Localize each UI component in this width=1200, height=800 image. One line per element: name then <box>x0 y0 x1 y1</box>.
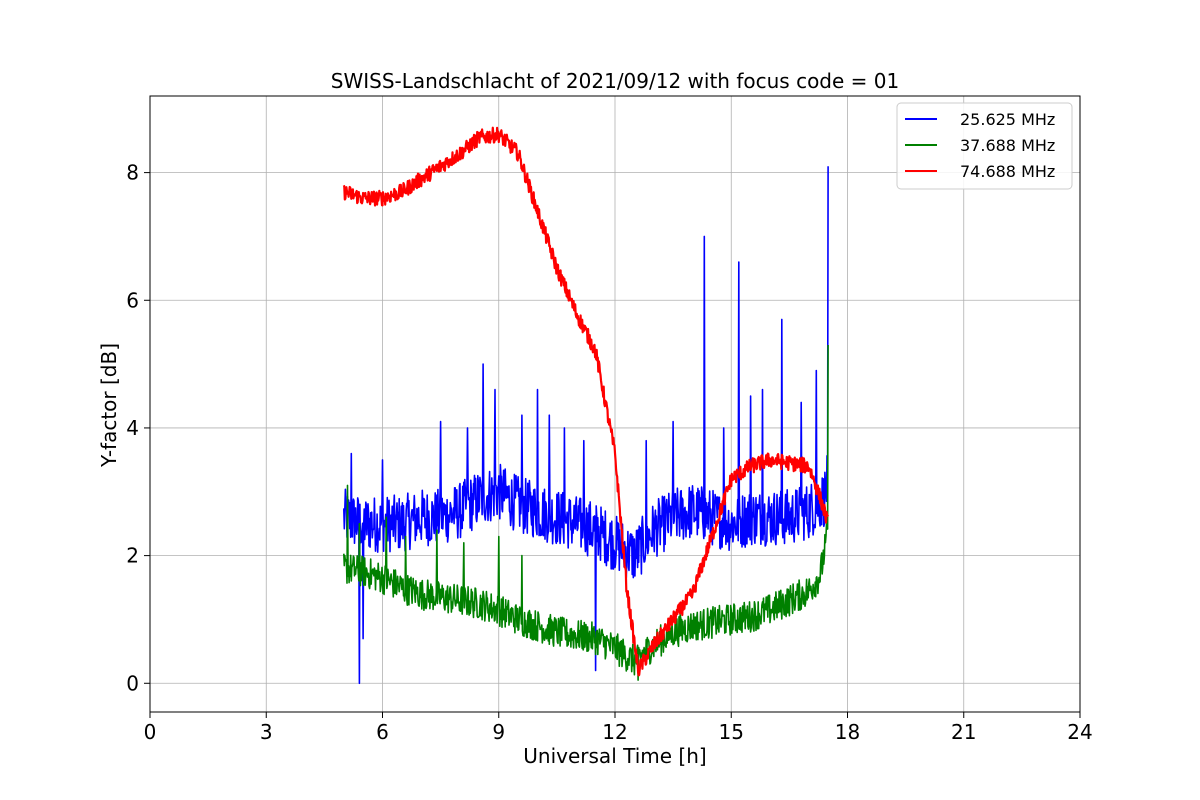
x-tick-label: 18 <box>835 720 860 744</box>
legend-label: 37.688 MHz <box>960 136 1055 155</box>
y-tick-label: 2 <box>126 544 139 568</box>
y-tick-label: 0 <box>126 671 139 695</box>
series-line <box>343 344 829 681</box>
series-layer <box>342 126 830 685</box>
chart-title: SWISS-Landschlacht of 2021/09/12 with fo… <box>331 69 899 93</box>
legend-label: 25.625 MHz <box>960 110 1055 129</box>
y-tick-label: 4 <box>126 416 139 440</box>
x-tick-label: 15 <box>719 720 744 744</box>
x-tick-label: 9 <box>492 720 505 744</box>
x-tick-label: 0 <box>144 720 157 744</box>
x-tick-label: 3 <box>260 720 273 744</box>
x-tick-label: 24 <box>1067 720 1092 744</box>
y-tick-label: 8 <box>126 161 139 185</box>
series-line <box>343 166 829 685</box>
y-tick-label: 6 <box>126 288 139 312</box>
x-tick-label: 6 <box>376 720 389 744</box>
x-axis-label: Universal Time [h] <box>523 744 706 768</box>
legend-box <box>896 102 1073 190</box>
x-tick-label: 21 <box>951 720 976 744</box>
x-tick-label: 12 <box>602 720 627 744</box>
series-line <box>342 126 830 677</box>
legend: 25.625 MHz 37.688 MHz 74.688 MHz <box>896 102 1073 190</box>
legend-label: 74.688 MHz <box>960 162 1055 181</box>
y-axis-label: Y-factor [dB] <box>97 343 121 468</box>
